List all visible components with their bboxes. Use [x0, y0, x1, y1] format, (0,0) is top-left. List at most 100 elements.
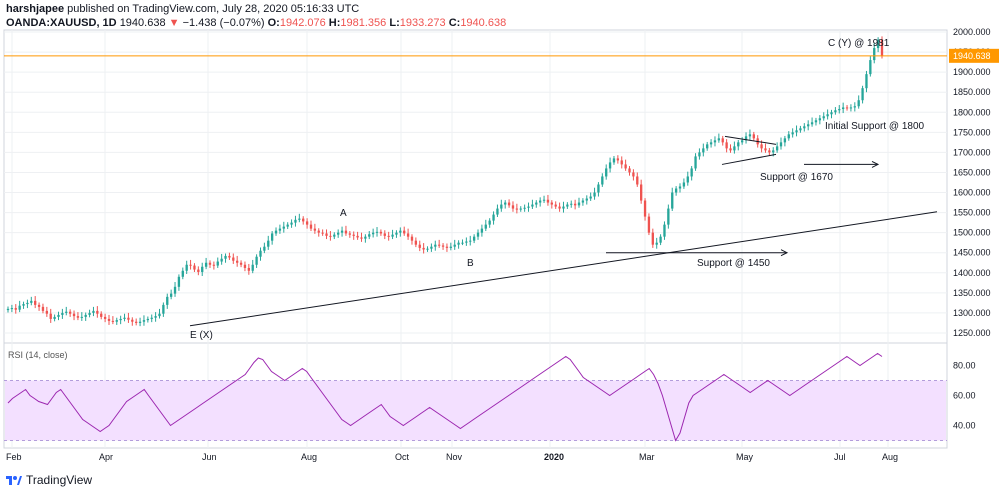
candle-body — [791, 132, 794, 135]
candle-body — [224, 255, 227, 259]
candle-body — [764, 148, 767, 151]
candle-body — [274, 230, 278, 234]
candle-body — [655, 242, 658, 245]
candle-body — [267, 240, 270, 247]
candle-body — [632, 172, 635, 177]
candle-body — [88, 312, 91, 315]
candle-body — [772, 150, 775, 153]
candle-body — [391, 234, 394, 237]
long-trendline — [189, 211, 938, 327]
candles — [6, 36, 884, 327]
candle-body — [834, 110, 837, 113]
candle-body — [822, 116, 825, 119]
candle-body — [639, 184, 643, 201]
price-tick-label: 1800.000 — [953, 107, 991, 117]
candle-body — [321, 232, 324, 234]
price-tick-label: 1500.000 — [953, 228, 991, 238]
date-tick-label: Mar — [639, 452, 655, 462]
candle-body — [123, 317, 126, 319]
candle-body — [504, 202, 507, 205]
candle-body — [449, 246, 452, 248]
candle-body — [581, 200, 585, 203]
candle-body — [585, 198, 588, 201]
candle-body — [476, 232, 480, 237]
candle-body — [484, 224, 487, 229]
candle-body — [379, 231, 383, 234]
candle-body — [49, 313, 52, 319]
candle-body — [340, 230, 344, 233]
last-price-label: 1940.638 — [953, 51, 991, 61]
candle-body — [255, 256, 258, 265]
candle-body — [768, 150, 771, 153]
price-tick-label: 1700.000 — [953, 147, 991, 157]
candle-body — [65, 311, 68, 313]
candle-body — [232, 257, 235, 261]
candle-body — [22, 304, 25, 306]
candle-body — [531, 204, 534, 207]
arrow-head-icon — [780, 249, 789, 257]
annotation-c-y: C (Y) @ 1981 — [828, 38, 890, 49]
low-label: L: — [389, 17, 400, 29]
candle-body — [869, 60, 872, 75]
candle-body — [286, 224, 289, 227]
candle-body — [663, 224, 666, 237]
candle-body — [748, 134, 752, 137]
candle-body — [337, 232, 340, 235]
candle-body — [562, 206, 565, 209]
author-name: harshjapee — [6, 3, 65, 15]
candle-body — [608, 162, 612, 169]
candle-body — [725, 142, 728, 149]
candle-body — [162, 304, 165, 314]
candle-body — [861, 88, 864, 101]
candle-body — [302, 218, 305, 222]
wedge-lower-line — [721, 153, 777, 165]
candle-body — [702, 148, 705, 153]
candle-body — [496, 208, 499, 215]
candle-body — [309, 224, 313, 229]
tradingview-logo[interactable]: TradingView — [6, 473, 92, 487]
candle-body — [371, 232, 375, 235]
candle-body — [111, 320, 115, 322]
candle-body — [208, 262, 212, 265]
arrow-head-icon — [871, 160, 880, 168]
candle-body — [119, 318, 122, 321]
rsi-pane-frame — [3, 342, 948, 449]
candle-body — [775, 146, 779, 151]
candle-body — [880, 39, 884, 57]
candle-body — [228, 255, 231, 258]
rsi-line — [7, 352, 883, 442]
candle-body — [445, 246, 449, 248]
candle-body — [383, 233, 386, 236]
candle-body — [37, 304, 41, 307]
candle-body — [348, 233, 351, 235]
candle-body — [690, 168, 693, 177]
candle-body — [787, 134, 790, 139]
candle-body — [313, 228, 317, 231]
rsi-tick-label: 60.00 — [953, 391, 976, 401]
candle-body — [550, 202, 553, 205]
candle-body — [193, 265, 196, 270]
candle-body — [744, 136, 748, 141]
candle-body — [795, 130, 798, 133]
candle-body — [554, 204, 557, 207]
candle-body — [810, 122, 814, 125]
candle-body — [34, 300, 37, 305]
candle-body — [643, 200, 647, 217]
candle-body — [539, 200, 542, 203]
candle-body — [515, 208, 519, 210]
candle-body — [403, 230, 406, 234]
rsi-tick-label: 80.00 — [953, 361, 976, 371]
candle-body — [438, 244, 441, 246]
candle-body — [360, 237, 363, 239]
price-tick-label: 1600.000 — [953, 188, 991, 198]
candle-body — [651, 232, 654, 245]
date-tick-label: Jun — [202, 452, 217, 462]
candle-body — [818, 118, 822, 121]
brand-name: TradingView — [26, 473, 93, 487]
candle-body — [212, 264, 216, 266]
candle-body — [779, 142, 783, 147]
candle-body — [375, 231, 379, 233]
price-tick-label: 1300.000 — [953, 308, 991, 318]
candle-body — [395, 232, 398, 235]
